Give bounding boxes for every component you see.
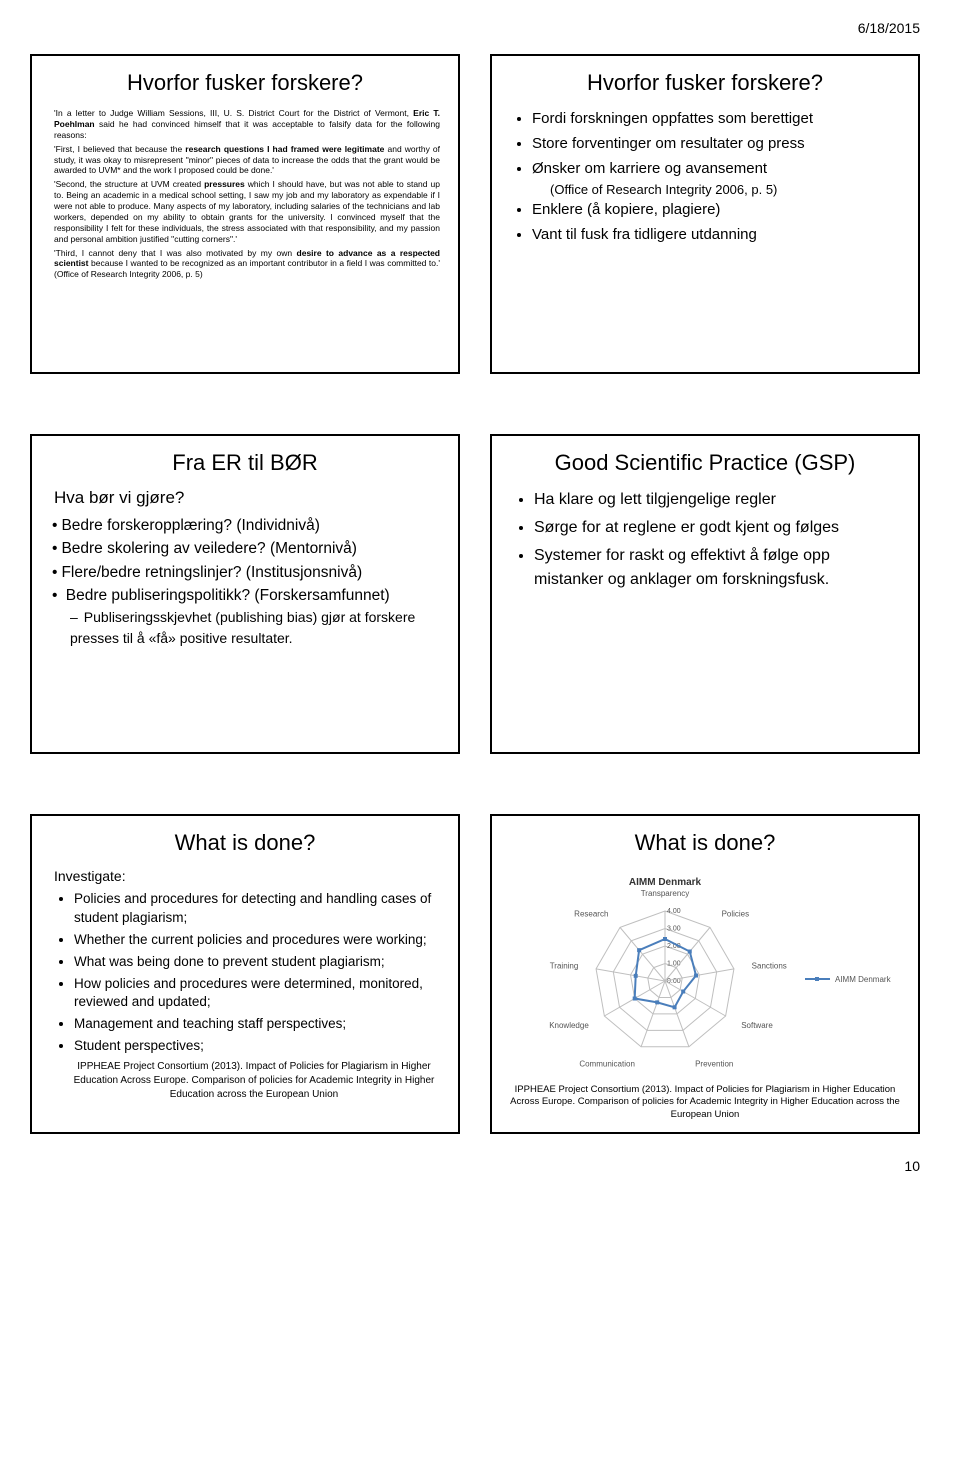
slide-4: Good Scientific Practice (GSP) Ha klare … xyxy=(490,434,920,754)
list-sub-item: Publiseringsskjevhet (publishing bias) g… xyxy=(70,607,440,649)
slide-1-body: 'In a letter to Judge William Sessions, … xyxy=(50,108,440,280)
slide-title: Hvorfor fusker forskere? xyxy=(510,70,900,96)
citation: (Office of Research Integrity 2006, p. 5… xyxy=(550,182,900,197)
slide-title: Good Scientific Practice (GSP) xyxy=(510,450,900,476)
slide-3-list: Bedre forskeropplæring? (Individnivå) Be… xyxy=(52,514,440,649)
svg-text:Policies: Policies xyxy=(722,909,750,918)
slide-row-3: What is done? Investigate: Policies and … xyxy=(30,814,930,1134)
list-item: Systemer for raskt og effektivt å følge … xyxy=(534,544,900,592)
svg-text:4.00: 4.00 xyxy=(667,908,681,915)
list-item: Bedre publiseringspolitikk? (Forskersamf… xyxy=(52,584,440,649)
svg-text:Software: Software xyxy=(741,1021,773,1030)
svg-text:Training: Training xyxy=(550,961,579,970)
header-date: 6/18/2015 xyxy=(30,20,930,36)
slide-title: Fra ER til BØR xyxy=(50,450,440,476)
list-item: Student perspectives; xyxy=(74,1037,440,1056)
list-item: Sørge for at reglene er godt kjent og fø… xyxy=(534,516,900,540)
svg-text:Communication: Communication xyxy=(579,1059,635,1068)
reference: IPPHEAE Project Consortium (2013). Impac… xyxy=(68,1060,440,1102)
list-item: Fordi forskningen oppfattes som berettig… xyxy=(532,108,900,130)
svg-text:Sanctions: Sanctions xyxy=(752,961,787,970)
slide-1: Hvorfor fusker forskere? 'In a letter to… xyxy=(30,54,460,374)
svg-text:Research: Research xyxy=(574,909,608,918)
slide-title: Hvorfor fusker forskere? xyxy=(50,70,440,96)
reference: IPPHEAE Project Consortium (2013). Impac… xyxy=(510,1084,900,1121)
list-item: Enklere (å kopiere, plagiere) xyxy=(532,199,900,221)
list-item: Vant til fusk fra tidligere utdanning xyxy=(532,224,900,246)
slide-3: Fra ER til BØR Hva bør vi gjøre? Bedre f… xyxy=(30,434,460,754)
list-item: How policies and procedures were determi… xyxy=(74,975,440,1013)
svg-text:Transparency: Transparency xyxy=(641,889,690,898)
slide-2: Hvorfor fusker forskere? Fordi forskning… xyxy=(490,54,920,374)
slide-title: What is done? xyxy=(50,830,440,856)
radar-svg: AIMM Denmark0.001.002.003.004.00Transpar… xyxy=(515,871,895,1076)
list-item: Ønsker om karriere og avansement xyxy=(532,158,900,180)
slide-row-2: Fra ER til BØR Hva bør vi gjøre? Bedre f… xyxy=(30,434,930,754)
svg-text:AIMM Denmark: AIMM Denmark xyxy=(629,877,702,888)
slide-2-list: Fordi forskningen oppfattes som berettig… xyxy=(532,108,900,179)
slide-title: What is done? xyxy=(510,830,900,856)
list-item: Management and teaching staff perspectiv… xyxy=(74,1015,440,1034)
list-item: Store forventinger om resultater og pres… xyxy=(532,133,900,155)
slide-5-list: Policies and procedures for detecting an… xyxy=(74,890,440,1102)
slide-4-list: Ha klare og lett tilgjengelige regler Sø… xyxy=(534,488,900,592)
footer-page-number: 10 xyxy=(30,1158,930,1174)
list-item: Policies and procedures for detecting an… xyxy=(74,890,440,928)
list-item: Ha klare og lett tilgjengelige regler xyxy=(534,488,900,512)
svg-text:Knowledge: Knowledge xyxy=(549,1021,589,1030)
slide-row-1: Hvorfor fusker forskere? 'In a letter to… xyxy=(30,54,930,374)
list-item: Bedre skolering av veiledere? (Mentorniv… xyxy=(52,537,440,560)
svg-text:3.00: 3.00 xyxy=(667,925,681,932)
list-item: What was being done to prevent student p… xyxy=(74,953,440,972)
slide-2-list-b: Enklere (å kopiere, plagiere) Vant til f… xyxy=(532,199,900,246)
list-item: Flere/bedre retningslinjer? (Institusjon… xyxy=(52,561,440,584)
list-item: Whether the current policies and procedu… xyxy=(74,931,440,950)
slide-5: What is done? Investigate: Policies and … xyxy=(30,814,460,1134)
list-item: Bedre forskeropplæring? (Individnivå) xyxy=(52,514,440,537)
radar-chart: AIMM Denmark0.001.002.003.004.00Transpar… xyxy=(510,868,900,1078)
svg-text:AIMM Denmark: AIMM Denmark xyxy=(835,975,892,984)
slide-subhead: Hva bør vi gjøre? xyxy=(54,488,440,508)
svg-text:Prevention: Prevention xyxy=(695,1059,733,1068)
slide-subhead: Investigate: xyxy=(54,868,440,884)
slide-6: What is done? AIMM Denmark0.001.002.003.… xyxy=(490,814,920,1134)
